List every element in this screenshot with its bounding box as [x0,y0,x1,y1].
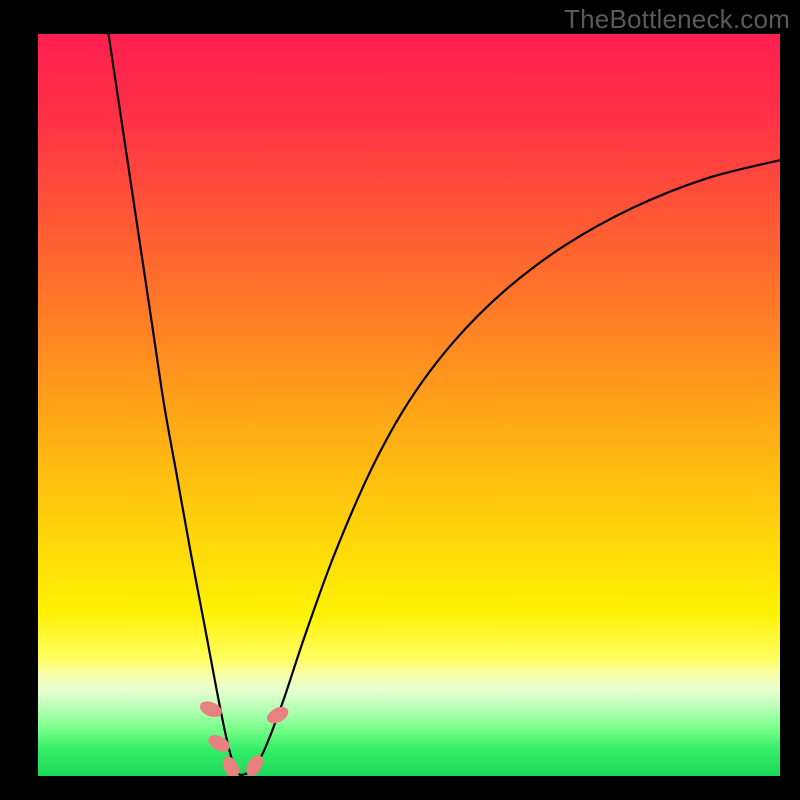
chart-svg [38,34,780,776]
watermark-text: TheBottleneck.com [564,4,790,35]
plot-area [38,34,780,776]
gradient-background [38,34,780,776]
